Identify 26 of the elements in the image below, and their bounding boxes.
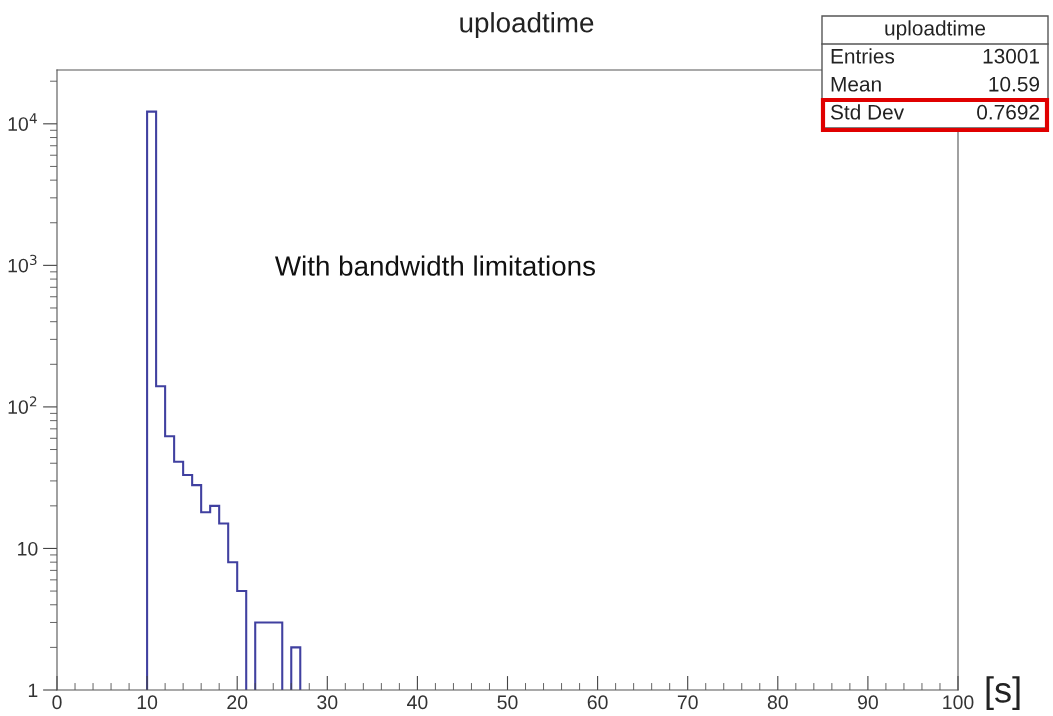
text: 10.59 xyxy=(989,76,1040,92)
x-tick-label: 90 xyxy=(858,695,878,710)
text: 13001 xyxy=(983,48,1039,64)
y-tick-label: 1 xyxy=(28,683,38,698)
annotation: Std Dev xyxy=(830,104,905,120)
x-tick-label: 70 xyxy=(677,695,698,710)
annotation: Mean xyxy=(831,77,881,92)
x-tick-label: 60 xyxy=(587,695,608,710)
y-tick-label: 10 xyxy=(18,541,38,556)
x-tick-label: 30 xyxy=(317,695,338,710)
x-tick-label: 0 xyxy=(52,695,62,710)
x-tick-label: 100 xyxy=(943,695,974,710)
annotation: With bandwidth limitations xyxy=(274,255,595,276)
x-tick-label: 50 xyxy=(497,695,518,710)
x-axis-title: [s] xyxy=(986,676,1020,710)
x-tick-label: 80 xyxy=(767,695,788,710)
text: 0.7692 xyxy=(977,104,1039,120)
y-tick-label: 10$^{3}$ xyxy=(8,254,37,273)
y-tick-label: 10$^{2}$ xyxy=(8,396,37,414)
y-tick-label: 10$^{4}$ xyxy=(8,113,37,131)
x-tick-label: 40 xyxy=(407,695,428,710)
x-tick-label: 10 xyxy=(137,695,158,710)
x-tick-label: 20 xyxy=(227,695,248,710)
text: Entries xyxy=(831,48,895,64)
chart-title: uploadtime xyxy=(460,12,594,39)
text: uploadtime xyxy=(885,20,986,40)
